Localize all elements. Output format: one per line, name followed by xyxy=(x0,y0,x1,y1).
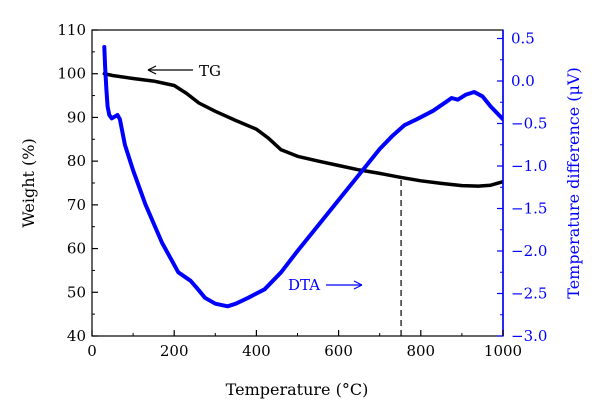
tg-label: TG xyxy=(199,62,221,80)
x-tick-label: 400 xyxy=(242,342,271,360)
series-line-tg xyxy=(102,71,503,188)
y-right-tick-label: 0.5 xyxy=(511,30,535,48)
y-left-tick-label: 110 xyxy=(57,21,86,39)
y-left-tick-label: 50 xyxy=(67,283,86,301)
y-right-tick-label: −3.0 xyxy=(511,327,547,345)
tg-arrow-head xyxy=(147,65,157,75)
y-left-tick-label: 40 xyxy=(67,327,86,345)
y-left-tick-label: 100 xyxy=(57,65,86,83)
y-right-tick-label: −1.5 xyxy=(511,200,547,218)
x-tick-label: 0 xyxy=(87,342,97,360)
y-right-tick-label: −1.0 xyxy=(511,157,547,175)
y-left-tick-label: 80 xyxy=(67,152,86,170)
dta-arrow-head xyxy=(353,280,363,290)
y-left-tick-label: 60 xyxy=(67,240,86,258)
y-left-axis-title: Weight (%) xyxy=(19,138,38,227)
x-tick-label: 200 xyxy=(160,342,189,360)
y-left-tick-label: 90 xyxy=(67,108,86,126)
tg-annotation: TG xyxy=(147,62,221,80)
series-line-dta xyxy=(102,45,503,309)
x-axis-title: Temperature (°C) xyxy=(226,380,369,399)
y-right-tick-label: −2.5 xyxy=(511,285,547,303)
dta-label: DTA xyxy=(288,276,320,294)
x-tick-label: 1000 xyxy=(484,342,522,360)
y-left-tick-label: 70 xyxy=(67,196,86,214)
y-right-tick-label: 0.0 xyxy=(511,72,535,90)
y-right-tick-label: −2.0 xyxy=(511,242,547,260)
y-right-axis-title: Temperature difference (μV) xyxy=(564,67,583,298)
dta-annotation: DTA xyxy=(288,276,363,294)
x-tick-label: 600 xyxy=(324,342,353,360)
x-tick-label: 800 xyxy=(406,342,435,360)
y-right-tick-label: −0.5 xyxy=(511,115,547,133)
